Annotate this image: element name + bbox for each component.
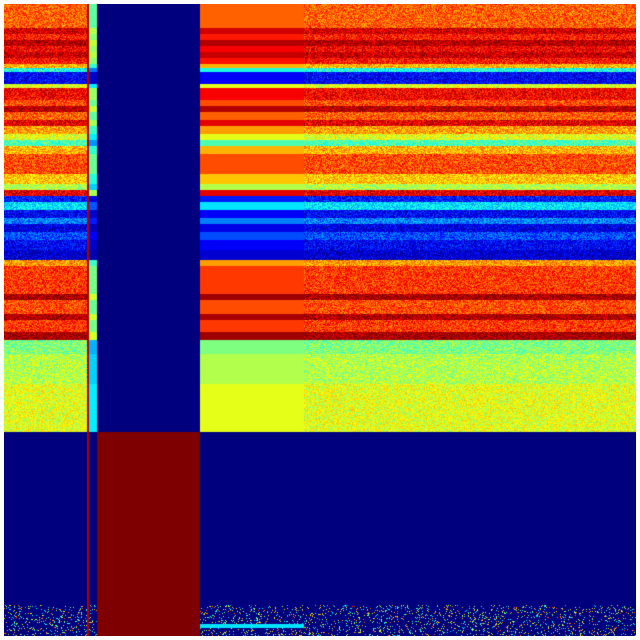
heatmap-image	[4, 4, 636, 636]
